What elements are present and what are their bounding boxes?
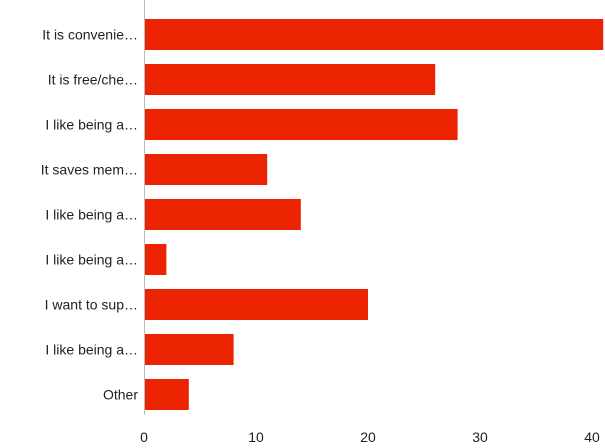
category-labels: It is convenie… It is free/che… I like bei… bbox=[41, 27, 139, 403]
bar-8 bbox=[144, 379, 189, 410]
x-tick-label-4: 40 bbox=[584, 429, 600, 445]
bar-2 bbox=[144, 109, 458, 140]
bar-0 bbox=[144, 19, 604, 50]
bar-1 bbox=[144, 64, 436, 95]
x-tick-label-2: 20 bbox=[360, 429, 376, 445]
category-label-1: It is free/che… bbox=[48, 72, 138, 88]
bar-6 bbox=[144, 289, 368, 320]
x-tick-label-3: 30 bbox=[472, 429, 488, 445]
x-tick-label-1: 10 bbox=[248, 429, 264, 445]
bar-4 bbox=[144, 199, 301, 230]
category-label-7: I like being a… bbox=[45, 342, 138, 358]
bar-3 bbox=[144, 154, 268, 185]
category-label-8: Other bbox=[103, 387, 138, 403]
bars-group bbox=[144, 19, 604, 410]
bar-7 bbox=[144, 334, 234, 365]
category-label-5: I like being a… bbox=[45, 252, 138, 268]
x-tick-labels: 0 10 20 30 40 bbox=[140, 429, 600, 445]
category-label-4: I like being a… bbox=[45, 207, 138, 223]
category-label-0: It is convenie… bbox=[42, 27, 138, 43]
bar-5 bbox=[144, 244, 167, 275]
category-label-2: I like being a… bbox=[45, 117, 138, 133]
category-label-6: I want to sup… bbox=[45, 297, 138, 313]
x-tick-label-0: 0 bbox=[140, 429, 148, 445]
category-label-3: It saves mem… bbox=[41, 162, 138, 178]
